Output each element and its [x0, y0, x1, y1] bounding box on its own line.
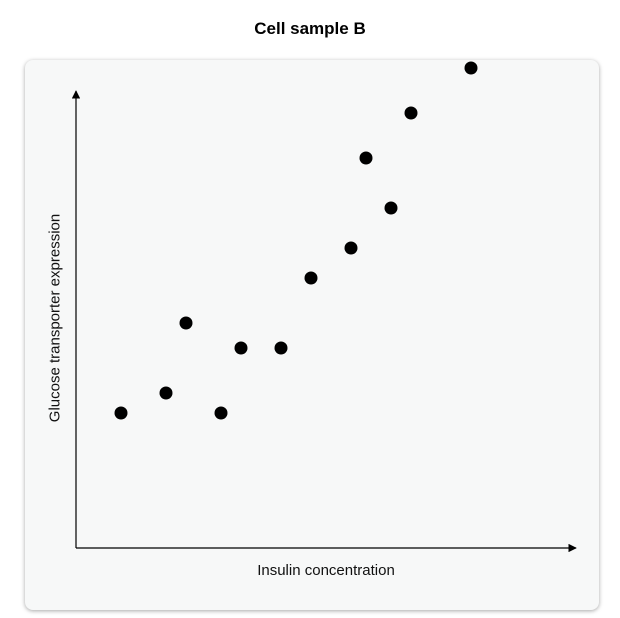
x-axis-label: Insulin concentration	[257, 562, 395, 579]
data-point-5	[234, 341, 248, 355]
data-point-3	[179, 316, 193, 330]
data-point-2	[159, 386, 173, 400]
data-point-8	[344, 241, 358, 255]
data-point-10	[384, 201, 398, 215]
data-point-1	[114, 406, 128, 420]
y-axis-label: Glucose transporter expression	[46, 213, 64, 423]
data-point-6	[274, 341, 288, 355]
data-point-9	[359, 151, 373, 165]
data-point-12	[464, 61, 478, 75]
data-point-4	[214, 406, 228, 420]
data-point-7	[304, 271, 318, 285]
chart-title: Cell sample B	[254, 19, 366, 38]
plot-panel	[25, 60, 599, 610]
data-point-11	[404, 106, 418, 120]
data-points	[114, 61, 478, 420]
